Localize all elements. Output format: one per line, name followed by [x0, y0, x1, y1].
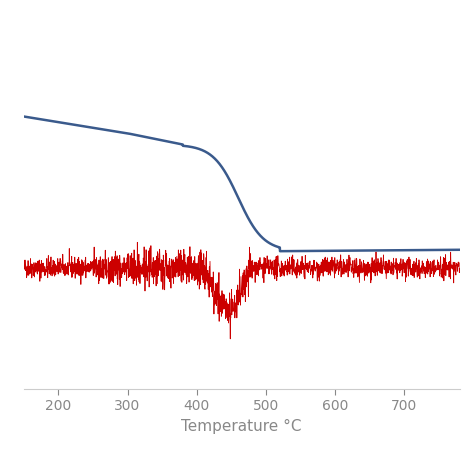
X-axis label: Temperature °C: Temperature °C	[182, 419, 302, 434]
